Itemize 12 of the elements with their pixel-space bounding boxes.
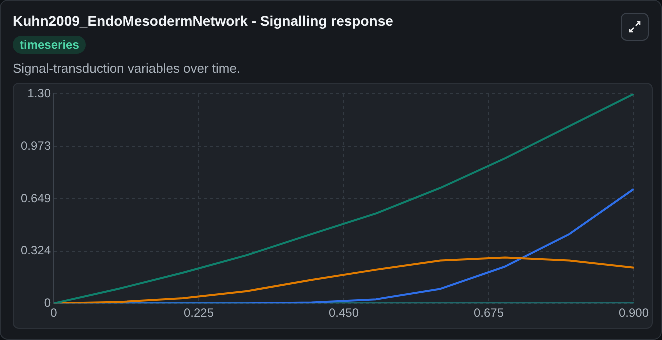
x-tick-label: 0.225 (184, 306, 214, 320)
x-tick-label: 0.900 (618, 306, 650, 320)
y-tick-label: 0.324 (21, 244, 52, 258)
y-tick-label: 1.30 (28, 86, 52, 101)
y-tick-label: 0.973 (21, 139, 52, 154)
text: timeseries (13, 36, 86, 54)
x-tick-label: 0.675 (474, 306, 504, 320)
x-tick-label: 0.450 (328, 306, 360, 320)
y-tick-label: 0.649 (21, 191, 52, 206)
y-tick-label: 0 (44, 296, 52, 310)
chart-title: Kuhn2009_EndoMesodermNetwork - Signalling response (13, 13, 394, 29)
chart-subtitle: Signal-transduction variables over time. (13, 61, 241, 76)
